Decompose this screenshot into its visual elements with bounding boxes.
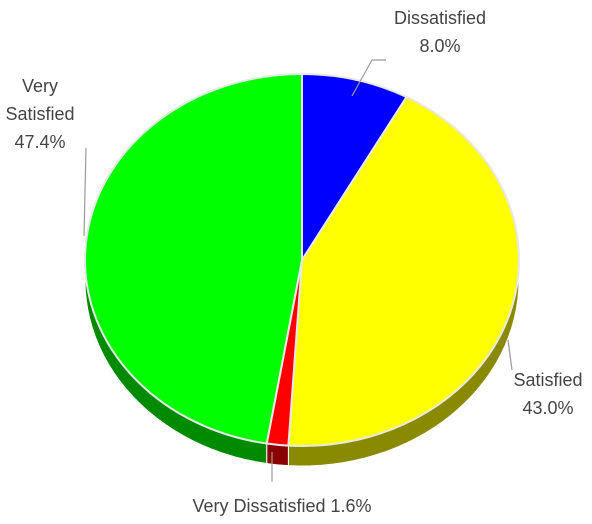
pie-slice-side-very-dissatisfied [266, 442, 289, 467]
pie-slice-dissatisfied [301, 73, 408, 261]
leader-line-very-satisfied [83, 147, 87, 237]
pie-slice-satisfied [287, 96, 520, 447]
data-label-very-satisfied-line2: Satisfied [5, 104, 74, 124]
pie-slices [84, 73, 520, 447]
data-label-satisfied-name: Satisfied [513, 370, 582, 390]
data-label-dissatisfied-value: 8.0% [419, 36, 460, 56]
data-label-very-satisfied-value: 47.4% [14, 132, 65, 152]
data-label-very-dissatisfied: Very Dissatisfied 1.6% [192, 496, 371, 516]
leader-line-dissatisfied [351, 59, 386, 97]
data-label-dissatisfied-name: Dissatisfied [394, 8, 486, 28]
pie-slice-very-satisfied [84, 73, 303, 445]
data-label-satisfied-value: 43.0% [522, 398, 573, 418]
data-label-very-satisfied-line1: Very [22, 76, 58, 96]
leader-line-satisfied [507, 339, 513, 371]
